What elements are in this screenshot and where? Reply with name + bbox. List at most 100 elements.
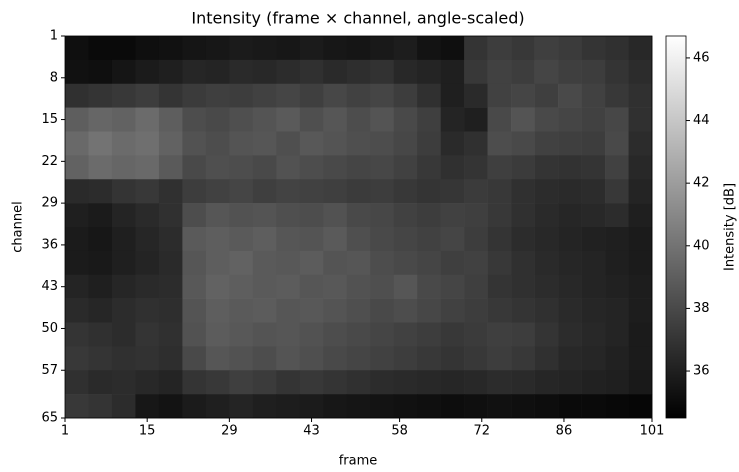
heatmap-cell <box>347 84 371 108</box>
heatmap-cell <box>112 299 136 323</box>
heatmap-cell <box>112 227 136 251</box>
heatmap-cell <box>229 227 253 251</box>
heatmap-cell <box>112 275 136 299</box>
heatmap-cell <box>370 60 394 84</box>
heatmap-cell <box>159 132 183 156</box>
heatmap-cell <box>206 36 230 60</box>
heatmap-cell <box>394 60 418 84</box>
heatmap-cell <box>605 179 629 203</box>
heatmap-cell <box>206 155 230 179</box>
heatmap-cell <box>300 84 324 108</box>
heatmap-cell <box>582 132 606 156</box>
heatmap-cell <box>605 323 629 347</box>
heatmap-cell <box>370 227 394 251</box>
heatmap-cell <box>535 203 559 227</box>
heatmap-cell <box>441 323 465 347</box>
heatmap-cell <box>582 299 606 323</box>
heatmap-cell <box>441 155 465 179</box>
heatmap-cell <box>253 203 277 227</box>
heatmap-cell <box>394 370 418 394</box>
heatmap-cell <box>206 60 230 84</box>
heatmap-cell <box>629 155 653 179</box>
heatmap-cell <box>441 299 465 323</box>
heatmap-cell <box>65 346 89 370</box>
heatmap-cell <box>558 179 582 203</box>
heatmap-cell <box>182 394 206 418</box>
heatmap-cell <box>182 203 206 227</box>
heatmap-cell <box>535 275 559 299</box>
heatmap-cell <box>511 299 535 323</box>
heatmap-cell <box>394 84 418 108</box>
heatmap-cell <box>159 227 183 251</box>
heatmap-cell <box>276 155 300 179</box>
heatmap-cell <box>112 346 136 370</box>
heatmap-cell <box>323 132 347 156</box>
heatmap-cell <box>112 60 136 84</box>
heatmap-cell <box>488 179 512 203</box>
y-axis-label: channel <box>11 201 26 252</box>
heatmap-cell <box>88 60 112 84</box>
heatmap-cell <box>347 323 371 347</box>
heatmap-cell <box>394 132 418 156</box>
heatmap-cell <box>605 227 629 251</box>
heatmap-cell <box>300 251 324 275</box>
heatmap-cell <box>206 346 230 370</box>
heatmap-cell <box>629 84 653 108</box>
heatmap-cell <box>182 299 206 323</box>
heatmap-cell <box>206 394 230 418</box>
heatmap-cell <box>558 132 582 156</box>
heatmap-cell <box>605 370 629 394</box>
heatmap-cell <box>535 299 559 323</box>
heatmap-cell <box>65 394 89 418</box>
heatmap-cell <box>464 227 488 251</box>
heatmap-cell <box>488 60 512 84</box>
heatmap-cell <box>182 179 206 203</box>
heatmap-cell <box>370 155 394 179</box>
heatmap-cell <box>88 84 112 108</box>
heatmap-cell <box>182 370 206 394</box>
heatmap-cell <box>629 323 653 347</box>
heatmap-cell <box>229 108 253 132</box>
heatmap-cell <box>65 108 89 132</box>
heatmap-cell <box>464 60 488 84</box>
heatmap-cell <box>88 179 112 203</box>
heatmap-cell <box>511 84 535 108</box>
heatmap-cell <box>229 275 253 299</box>
heatmap-cell <box>370 84 394 108</box>
y-tick-label: 8 <box>50 70 58 85</box>
heatmap-cell <box>370 346 394 370</box>
colorbar-tick-label: 44 <box>693 113 710 128</box>
heatmap-cell <box>535 108 559 132</box>
heatmap-cell <box>464 132 488 156</box>
heatmap-cell <box>629 179 653 203</box>
heatmap-cell <box>488 227 512 251</box>
heatmap-cell <box>253 275 277 299</box>
heatmap-cell <box>300 370 324 394</box>
heatmap-cell <box>65 84 89 108</box>
heatmap-cell <box>629 203 653 227</box>
heatmap-cell <box>229 203 253 227</box>
heatmap-cell <box>511 108 535 132</box>
heatmap-cell <box>88 132 112 156</box>
heatmap-cell <box>276 346 300 370</box>
heatmap-cell <box>88 251 112 275</box>
heatmap-cell <box>253 251 277 275</box>
heatmap-cell <box>182 132 206 156</box>
heatmap-cell <box>88 275 112 299</box>
heatmap-cell <box>464 203 488 227</box>
heatmap-cell <box>88 346 112 370</box>
heatmap-cell <box>629 251 653 275</box>
heatmap-cell <box>464 179 488 203</box>
heatmap-cell <box>253 108 277 132</box>
heatmap-cell <box>582 346 606 370</box>
heatmap-cell <box>511 227 535 251</box>
heatmap-cell <box>300 299 324 323</box>
heatmap-cell <box>323 275 347 299</box>
heatmap-cell <box>464 155 488 179</box>
y-tick-label: 22 <box>41 154 58 169</box>
heatmap-cell <box>535 155 559 179</box>
heatmap-cell <box>65 155 89 179</box>
heatmap-cell <box>135 227 159 251</box>
heatmap-cell <box>323 60 347 84</box>
heatmap-cell <box>558 299 582 323</box>
